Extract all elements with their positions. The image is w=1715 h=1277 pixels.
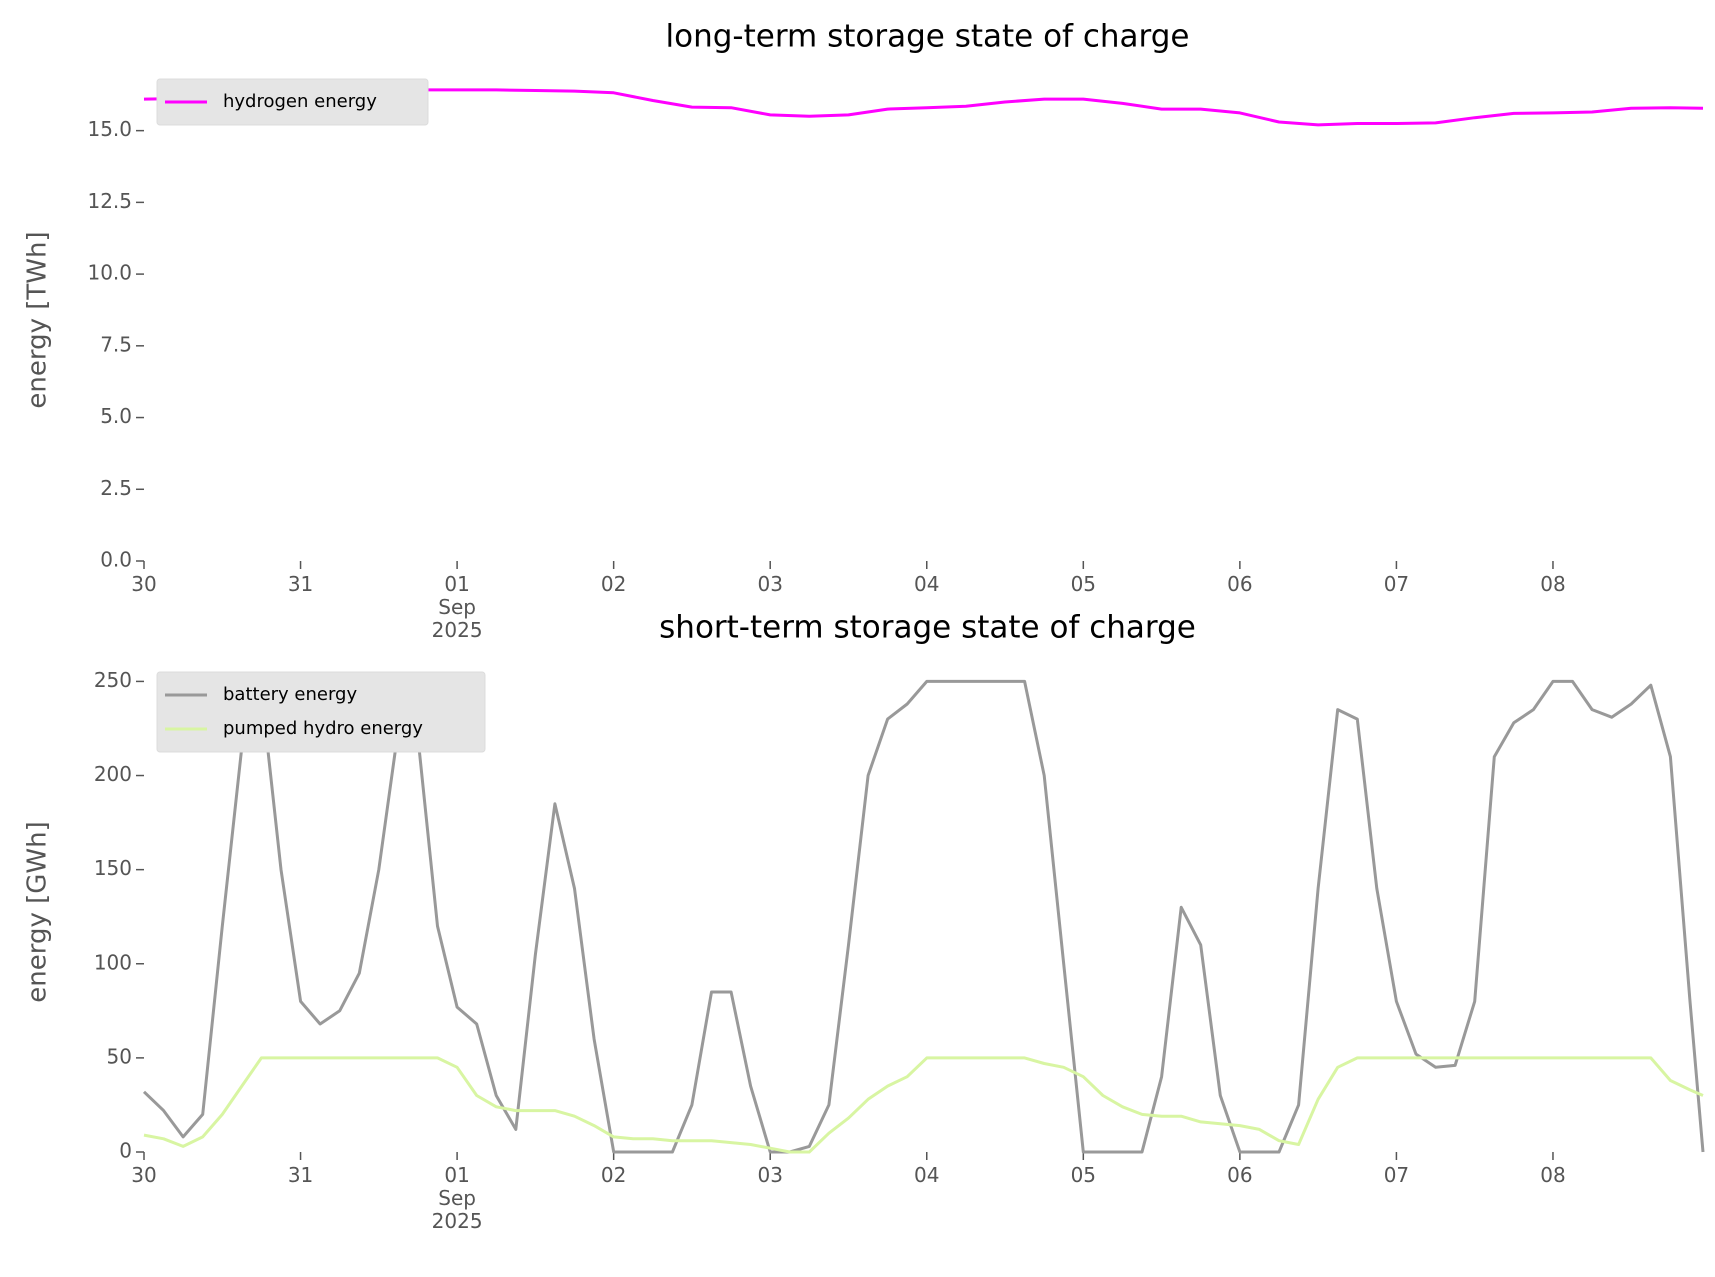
x-tick-label: 06 xyxy=(1227,572,1252,596)
legend-label: hydrogen energy xyxy=(223,91,377,112)
x-tick-label: 06 xyxy=(1227,1163,1252,1187)
chart-title: short-term storage state of charge xyxy=(659,610,1196,646)
x-tick-label: 03 xyxy=(757,572,782,596)
y-axis-label: energy [TWh] xyxy=(23,231,53,408)
x-tick-label: 03 xyxy=(757,1163,782,1187)
x-tick-label: 02 xyxy=(601,1163,626,1187)
y-tick-label: 12.5 xyxy=(87,189,132,213)
x-tick-label: 04 xyxy=(914,1163,939,1187)
y-tick-label: 100 xyxy=(94,950,132,974)
legend-label: pumped hydro energy xyxy=(223,718,423,739)
y-tick-label: 2.5 xyxy=(100,476,132,500)
y-tick-label: 200 xyxy=(94,762,132,786)
x-tick-label: 08 xyxy=(1540,1163,1565,1187)
x-tick-label: 01 Sep 2025 xyxy=(432,1163,483,1233)
y-tick-label: 250 xyxy=(94,668,132,692)
y-tick-label: 10.0 xyxy=(87,261,132,285)
x-tick-label: 30 xyxy=(131,1163,156,1187)
x-tick-label: 05 xyxy=(1071,572,1096,596)
legend-box xyxy=(156,78,429,126)
y-tick-label: 50 xyxy=(107,1044,132,1068)
data-line xyxy=(143,1056,1704,1154)
x-tick-label: 31 xyxy=(288,1163,313,1187)
x-tick-label: 08 xyxy=(1540,572,1565,596)
x-tick-label: 30 xyxy=(131,572,156,596)
x-tick-label: 31 xyxy=(288,572,313,596)
legend-label: battery energy xyxy=(223,684,357,705)
legend-box xyxy=(156,671,486,753)
x-tick-label: 05 xyxy=(1071,1163,1096,1187)
x-tick-label: 02 xyxy=(601,572,626,596)
y-tick-label: 0.0 xyxy=(100,548,132,572)
legend: battery energy pumped hydro energy xyxy=(156,671,486,753)
y-tick-label: 0 xyxy=(119,1139,132,1163)
legend: hydrogen energy xyxy=(156,78,429,126)
chart-title: long-term storage state of charge xyxy=(666,19,1190,55)
x-tick-label: 07 xyxy=(1384,572,1409,596)
x-tick-label: 07 xyxy=(1384,1163,1409,1187)
y-tick-label: 150 xyxy=(94,856,132,880)
y-tick-label: 15.0 xyxy=(87,117,132,141)
x-tick-label: 01 Sep 2025 xyxy=(432,572,483,642)
y-tick-label: 5.0 xyxy=(100,404,132,428)
y-tick-label: 7.5 xyxy=(100,332,132,356)
y-axis-label: energy [GWh] xyxy=(23,821,53,1002)
x-tick-label: 04 xyxy=(914,572,939,596)
